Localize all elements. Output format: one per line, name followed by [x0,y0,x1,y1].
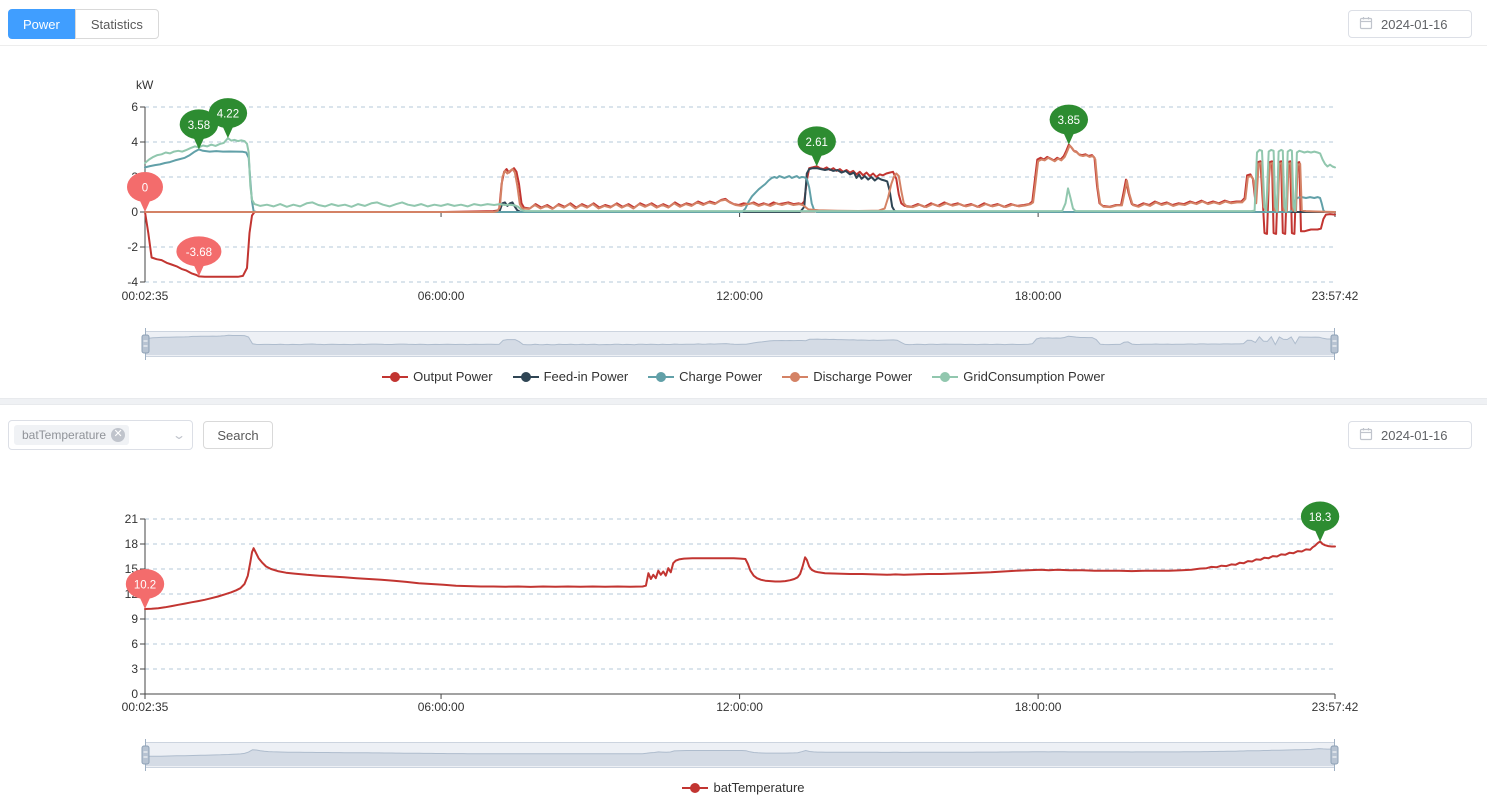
power-chart-plot[interactable]: 0 -3.68 4.22 3.58 2.61 3.85 [127,98,1337,283]
legend-item-battemperature[interactable]: batTemperature [682,780,805,795]
tab-statistics[interactable]: Statistics [74,9,159,39]
legend-item-discharge-power[interactable]: Discharge Power [782,369,912,384]
series-line-battemperature [144,540,1336,610]
calendar-icon [1359,427,1373,444]
y-tick-label: 18 [124,537,138,551]
zoom-handle-right[interactable] [1330,334,1339,354]
y-tick-label: 9 [131,612,138,626]
selected-tag-label: batTemperature [22,428,107,442]
x-tick-label: 23:57:42 [1311,289,1359,303]
temperature-legend: batTemperature [0,780,1487,795]
series-line-gridconsumption-power [144,137,1336,213]
x-tick-label: 00:02:35 [121,289,169,303]
tab-group: Power Statistics [8,9,159,39]
x-tick-label: 00:02:35 [121,700,169,714]
search-button[interactable]: Search [203,421,273,449]
zoom-preview-area [145,748,1335,766]
y-tick-label: 6 [131,637,138,651]
marker-pin--3.68: -3.68 [176,236,222,277]
legend-line-dot-icon [648,371,675,382]
x-tick-label: 12:00:00 [716,700,763,714]
zoom-handle-left[interactable] [141,745,150,765]
marker-pin-10.2: 10.2 [125,569,165,609]
temperature-zoom-slider[interactable] [141,739,1339,771]
tab-power[interactable]: Power [8,9,75,39]
zoom-handle-right[interactable] [1330,745,1339,765]
selected-tag: batTemperature ✕ [14,425,130,445]
legend-line-dot-icon [512,371,539,382]
legend-line-dot-icon [782,371,809,382]
panel-divider [0,398,1487,405]
x-tick-label: 06:00:00 [417,700,465,714]
marker-pin-4.22: 4.22 [208,98,248,139]
marker-pin-3.85: 3.85 [1049,104,1089,145]
power-legend: Output Power Feed-in Power Charge Power Dis… [0,369,1487,384]
zoom-preview-area [145,335,1335,355]
legend-item-feed-in-power[interactable]: Feed-in Power [512,369,629,384]
date-value-temperature: 2024-01-16 [1381,427,1448,443]
legend-label: GridConsumption Power [963,369,1105,384]
date-picker-power[interactable]: 2024-01-16 [1348,10,1472,38]
legend-line-dot-icon [682,782,709,793]
legend-item-gridconsumption-power[interactable]: GridConsumption Power [932,369,1105,384]
marker-pin-3.58: 3.58 [179,109,219,150]
legend-label: Discharge Power [813,369,913,384]
series-line-discharge-power [144,144,1336,213]
y-tick-label: 4 [131,135,138,149]
x-tick-label: 18:00:00 [1014,700,1062,714]
date-value-power: 2024-01-16 [1381,16,1448,32]
legend-item-output-power[interactable]: Output Power [382,369,493,384]
svg-text:0: 0 [142,183,148,195]
svg-text:4.22: 4.22 [217,109,239,121]
svg-text:3.58: 3.58 [188,120,210,132]
y-axis-unit-label: kW [136,78,154,92]
zoom-handle-left[interactable] [141,334,150,354]
power-zoom-slider[interactable] [141,328,1339,360]
y-tick-label: 0 [131,205,138,219]
y-tick-label: 0 [131,687,138,701]
remove-tag-icon[interactable]: ✕ [111,428,126,442]
legend-label: batTemperature [713,780,805,795]
svg-text:10.2: 10.2 [134,580,156,592]
x-tick-label: 23:57:42 [1311,700,1359,714]
y-tick-label: -2 [127,240,138,254]
temperature-chart-plot[interactable]: 10.2 18.3 [125,501,1340,699]
legend-label: Charge Power [679,369,763,384]
svg-text:-3.68: -3.68 [186,247,212,259]
svg-text:3.85: 3.85 [1058,115,1080,127]
x-tick-label: 12:00:00 [716,289,763,303]
marker-pin-18.3: 18.3 [1300,501,1340,542]
legend-item-charge-power[interactable]: Charge Power [648,369,762,384]
svg-text:18.3: 18.3 [1309,512,1331,524]
parameter-select[interactable]: batTemperature ✕ ⌄ [8,420,193,450]
svg-text:2.61: 2.61 [806,137,828,149]
y-tick-label: 21 [124,512,138,526]
legend-label: Output Power [413,369,493,384]
legend-line-dot-icon [382,371,409,382]
marker-pin-0: 0 [127,172,163,212]
legend-label: Feed-in Power [543,369,629,384]
x-tick-label: 06:00:00 [417,289,465,303]
date-picker-temperature[interactable]: 2024-01-16 [1348,421,1472,449]
y-tick-label: 3 [131,662,138,676]
header-bar: Power Statistics 2024-01-16 [0,0,1487,46]
marker-pin-2.61: 2.61 [797,126,836,167]
x-tick-label: 18:00:00 [1014,289,1062,303]
y-tick-label: -4 [127,275,138,289]
series-line-feed-in-power [144,167,1336,213]
calendar-icon [1359,16,1373,33]
chevron-down-icon: ⌄ [171,428,187,442]
y-tick-label: 6 [131,100,138,114]
legend-line-dot-icon [932,371,959,382]
